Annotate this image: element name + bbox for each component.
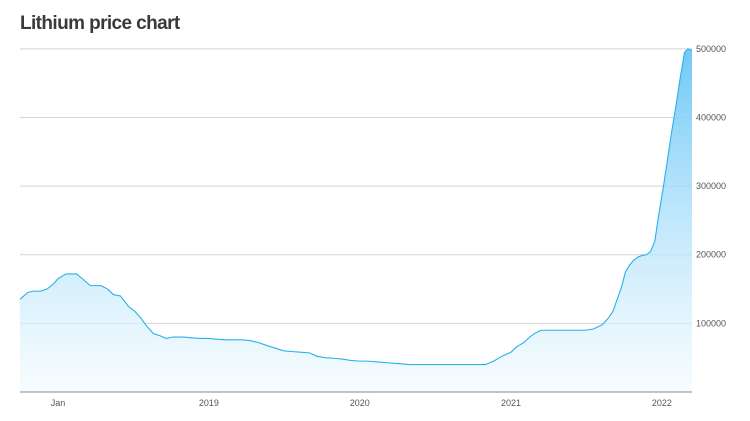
chart-title: Lithium price chart: [20, 13, 180, 34]
price-series-line: [19, 48, 693, 366]
price-area-fill: [20, 48, 692, 393]
x-axis-tick-labels: Jan 2019 2020 2021 2022: [51, 398, 672, 408]
x-tick-label: 2021: [501, 398, 521, 408]
x-tick-label: Jan: [51, 398, 66, 408]
x-tick-label: 2022: [652, 398, 672, 408]
y-tick-label: 400000: [696, 112, 726, 122]
y-tick-label: 300000: [696, 181, 726, 191]
x-tick-label: 2020: [350, 398, 370, 408]
y-axis-tick-labels: 100000 200000 300000 400000 500000: [696, 44, 726, 329]
y-tick-label: 100000: [696, 318, 726, 328]
y-tick-label: 500000: [696, 44, 726, 54]
gridlines: [20, 48, 692, 324]
y-tick-label: 200000: [696, 250, 726, 260]
x-tick-label: 2019: [199, 398, 219, 408]
